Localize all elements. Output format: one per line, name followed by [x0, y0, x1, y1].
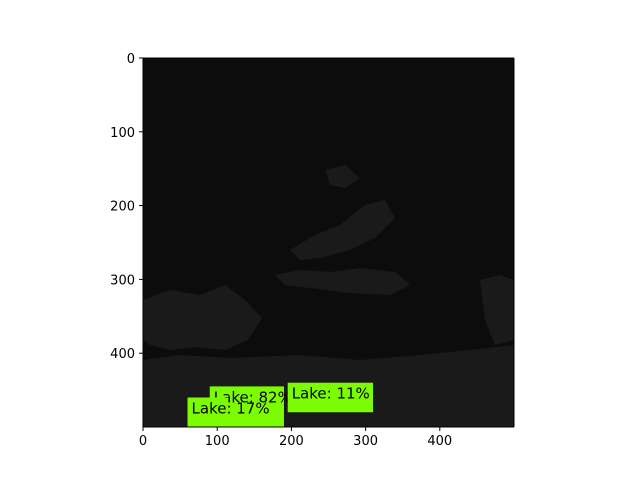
lake-mask-box	[287, 382, 374, 413]
x-tick-label: 400	[427, 434, 452, 449]
satellite-image	[143, 58, 514, 427]
y-tick-label: 400	[110, 347, 135, 362]
x-tick-label: 0	[139, 434, 147, 449]
lake-label: Lake: 82%	[214, 388, 292, 406]
x-tick-label: 100	[205, 434, 230, 449]
lake-label: Lake: 11%	[292, 385, 370, 403]
lake-label: Lake: 17%	[192, 399, 270, 417]
y-axis: 0 100 200 300 400	[110, 52, 143, 362]
y-tick-label: 0	[127, 52, 135, 67]
x-tick-label: 300	[353, 434, 378, 449]
y-tick-label: 100	[110, 126, 135, 141]
axes-frame	[142, 57, 515, 428]
lake-annotation: Lake: 17%	[187, 397, 270, 427]
y-tick-label: 300	[110, 273, 135, 288]
lake-annotation: Lake: 11%	[287, 382, 374, 413]
lake-mask-box	[187, 397, 229, 427]
x-axis: 0 100 200 300 400	[139, 427, 452, 449]
annotation-layer: Lake: 82%Lake: 17% Lake: 11%	[187, 382, 374, 427]
y-tick-label: 200	[110, 200, 135, 215]
x-tick-label: 200	[279, 434, 304, 449]
